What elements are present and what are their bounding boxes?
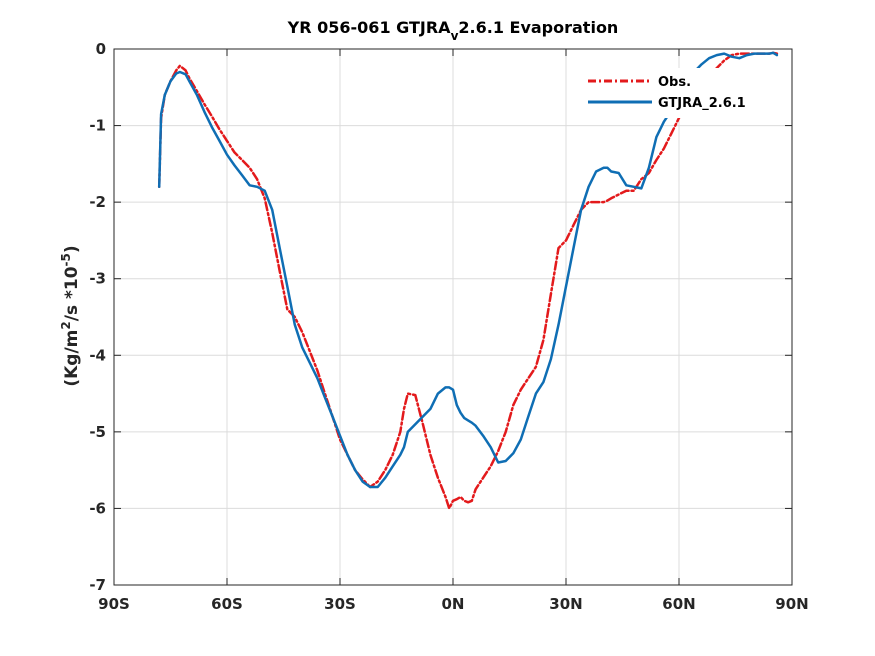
x-tick-label: 30S <box>324 595 356 613</box>
axis-ticks: 90S 60S 30S 0N 30N 60N 90N -7 -6 -5 -4 -3 -2 -1 0 <box>89 40 808 613</box>
y-axis-label-sup1: 2 <box>59 321 73 329</box>
x-tick-label: 30N <box>549 595 582 613</box>
legend: Obs. GTJRA_2.6.1 <box>582 68 772 118</box>
chart-title-subscript: v <box>451 29 459 43</box>
y-axis-label: (Kg/m2/s *10-5) <box>59 245 82 386</box>
grid-lines <box>114 49 792 585</box>
legend-label-gtjra: GTJRA_2.6.1 <box>658 96 746 111</box>
chart-title: YR 056-061 GTJRAv2.6.1 Evaporation <box>287 18 619 43</box>
y-axis-label-part1: (Kg/m <box>62 330 82 387</box>
x-tick-label: 90N <box>775 595 808 613</box>
chart-title-main: YR 056-061 GTJRA <box>287 18 452 37</box>
y-tick-label: -6 <box>89 499 106 517</box>
y-tick-label: -3 <box>89 270 106 288</box>
y-axis-label-part3: ) <box>62 245 82 253</box>
x-tick-label: 60N <box>662 595 695 613</box>
y-axis-label-sup2: -5 <box>59 253 73 266</box>
x-tick-label: 60S <box>211 595 243 613</box>
y-tick-label: -2 <box>89 193 106 211</box>
y-tick-label: 0 <box>96 40 106 58</box>
chart-title-rest: 2.6.1 Evaporation <box>458 18 618 37</box>
series-line-obs <box>157 51 779 510</box>
y-tick-label: -1 <box>89 117 106 135</box>
legend-label-obs: Obs. <box>658 75 691 90</box>
x-tick-label: 90S <box>98 595 130 613</box>
y-tick-label: -5 <box>89 423 106 441</box>
y-tick-label: -7 <box>89 576 106 594</box>
y-tick-label: -4 <box>89 346 106 364</box>
x-tick-label: 0N <box>442 595 465 613</box>
legend-background <box>582 68 772 118</box>
y-axis-label-part2: /s *10 <box>62 266 82 321</box>
